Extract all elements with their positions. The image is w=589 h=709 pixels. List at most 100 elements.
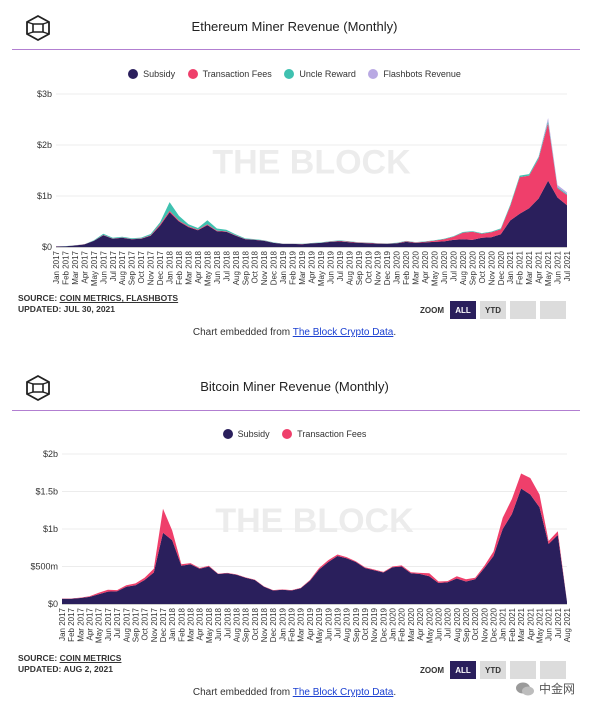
zoom-range-button[interactable]: [540, 661, 566, 679]
x-tick-label: Sep 2019: [352, 607, 361, 642]
x-tick-label: Nov 2019: [370, 607, 379, 642]
x-tick-label: Oct 2018: [251, 607, 260, 640]
x-tick-label: Jul 2020: [444, 607, 453, 638]
x-tick-label: Jan 2021: [499, 607, 508, 640]
x-tick-label: Jul 2017: [113, 607, 122, 638]
x-tick-label: Jun 2019: [324, 607, 333, 640]
x-tick-label: Jun 2017: [99, 250, 108, 283]
x-tick-label: Apr 2020: [416, 607, 425, 640]
x-tick-label: Jun 2019: [326, 250, 335, 283]
x-tick-label: Nov 2017: [150, 607, 159, 642]
x-tick-label: Aug 2019: [345, 250, 354, 285]
zoom-range-button[interactable]: [510, 661, 536, 679]
legend-item-uncle-reward[interactable]: Uncle Reward: [284, 69, 356, 79]
x-tick-label: Mar 2020: [407, 607, 416, 641]
x-tick-label: Dec 2018: [270, 250, 279, 285]
x-tick-label: Nov 2020: [480, 607, 489, 642]
bitcoin-chart-panel: Bitcoin Miner Revenue (Monthly) Subsidy …: [0, 360, 589, 709]
y-tick-label: $2b: [43, 449, 58, 459]
the-block-logo-icon: [26, 14, 50, 42]
legend-item-flashbots-revenue[interactable]: Flashbots Revenue: [368, 69, 461, 79]
y-tick-label: $2b: [37, 140, 52, 150]
x-tick-label: Dec 2018: [269, 607, 278, 642]
x-tick-label: Aug 2020: [459, 250, 468, 285]
x-tick-label: Mar 2018: [184, 250, 193, 284]
x-tick-label: Jun 2020: [434, 607, 443, 640]
legend-label: Uncle Reward: [299, 69, 356, 79]
chart-watermark: THE BLOCK: [212, 144, 411, 182]
zoom-all-button[interactable]: ALL: [450, 301, 476, 319]
x-tick-label: Apr 2018: [196, 607, 205, 640]
series-area-uncle-reward: [56, 121, 567, 247]
chart-title: Ethereum Miner Revenue (Monthly): [191, 19, 398, 34]
x-tick-label: Mar 2020: [412, 250, 421, 284]
legend-swatch: [222, 429, 233, 439]
x-tick-label: Oct 2019: [361, 607, 370, 640]
source-link[interactable]: COIN METRICS: [59, 653, 122, 663]
x-tick-label: Oct 2020: [478, 250, 487, 283]
legend-item-subsidy[interactable]: Subsidy: [128, 69, 175, 79]
legend-swatch: [128, 69, 139, 79]
x-tick-label: Dec 2017: [159, 607, 168, 642]
legend-swatch: [187, 69, 198, 79]
zoom-range-button[interactable]: [540, 301, 566, 319]
x-tick-label: Sep 2017: [128, 250, 137, 285]
x-tick-label: Jan 2019: [279, 250, 288, 283]
series-area-subsidy: [56, 180, 567, 247]
x-tick-label: Dec 2020: [490, 607, 499, 642]
embed-suffix: .: [393, 687, 397, 698]
legend-label: Subsidy: [237, 429, 270, 439]
x-tick-label: Mar 2021: [525, 250, 534, 284]
x-tick-label: Jul 2020: [449, 250, 458, 281]
x-tick-label: Jun 2021: [554, 250, 563, 283]
source-link[interactable]: COIN METRICS, FLASHBOTS: [59, 293, 179, 303]
x-tick-label: Oct 2020: [471, 607, 480, 640]
ethereum-chart-panel: Ethereum Miner Revenue (Monthly) Subsidy…: [0, 0, 589, 350]
series-area-flashbots-revenue: [56, 118, 567, 247]
series-area-transaction-fees: [56, 123, 567, 247]
x-tick-label: Apr 2021: [526, 607, 535, 640]
x-tick-label: Nov 2017: [147, 250, 156, 285]
x-tick-label: Jan 2017: [58, 607, 67, 640]
x-tick-label: Nov 2020: [487, 250, 496, 285]
embed-prefix: Chart embedded from: [192, 687, 293, 698]
source-block: SOURCE: COIN METRICS, FLASHBOTS UPDATED:…: [18, 293, 178, 315]
x-tick-label: Apr 2021: [535, 250, 544, 283]
legend-label: Transaction Fees: [297, 429, 367, 439]
the-block-data-link[interactable]: The Block Crypto Data: [292, 687, 394, 698]
x-tick-label: Jun 2017: [104, 607, 113, 640]
updated-date: UPDATED: AUG 2, 2021: [18, 664, 113, 674]
zoom-ytd-button[interactable]: YTD: [480, 301, 506, 319]
updated-date: UPDATED: JUL 30, 2021: [18, 304, 115, 314]
x-tick-label: Jan 2021: [506, 250, 515, 283]
zoom-all-button[interactable]: ALL: [450, 661, 476, 679]
the-block-data-link[interactable]: The Block Crypto Data: [292, 327, 394, 338]
wechat-icon: [515, 682, 534, 695]
y-tick-label: $1.5b: [35, 487, 58, 497]
x-tick-label: Feb 2018: [177, 607, 186, 641]
x-tick-label: May 2020: [425, 607, 434, 643]
x-tick-label: Apr 2017: [86, 607, 95, 640]
wechat-watermark: 中金网: [515, 680, 575, 697]
series-area-subsidy: [62, 488, 567, 604]
y-tick-label: $1b: [43, 524, 58, 534]
legend-item-transaction-fees[interactable]: Transaction Fees: [187, 69, 272, 79]
x-tick-label: Nov 2018: [260, 607, 269, 642]
x-tick-label: Oct 2019: [364, 250, 373, 283]
zoom-range-button[interactable]: [510, 301, 536, 319]
x-tick-label: Apr 2017: [80, 250, 89, 283]
x-tick-label: Jan 2020: [393, 250, 402, 283]
embed-credit: Chart embedded from The Block Crypto Dat…: [0, 327, 589, 338]
x-tick-label: Feb 2019: [289, 250, 298, 284]
zoom-ytd-button[interactable]: YTD: [480, 661, 506, 679]
legend-item-subsidy[interactable]: Subsidy: [222, 429, 270, 439]
legend-item-transaction-fees[interactable]: Transaction Fees: [282, 429, 366, 439]
x-tick-label: Oct 2017: [141, 607, 150, 640]
x-tick-label: Nov 2018: [260, 250, 269, 285]
x-tick-label: Jan 2018: [168, 607, 177, 640]
source-line: SOURCE: COIN METRICS: [18, 653, 121, 664]
x-tick-label: Aug 2021: [563, 607, 572, 642]
y-tick-label: $1b: [37, 191, 52, 201]
